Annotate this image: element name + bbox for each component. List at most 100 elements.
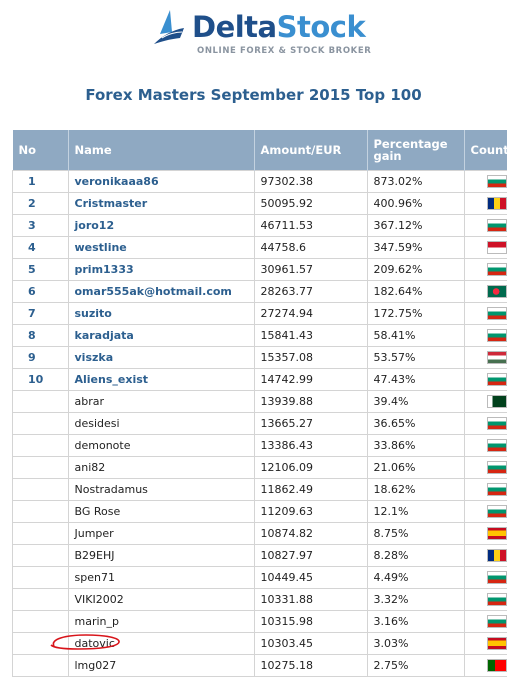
rank-cell [13,523,69,545]
rank-cell [13,391,69,413]
trader-name-cell: spen71 [68,567,254,589]
gain-cell: 36.65% [367,413,464,435]
country-flag-icon [487,637,507,650]
country-flag-icon [487,241,507,254]
rank-cell [13,457,69,479]
amount-cell: 13665.27 [254,413,367,435]
page-title: Forex Masters September 2015 Top 100 [0,86,507,104]
gain-cell: 400.96% [367,193,464,215]
header-amount: Amount/EUR [254,130,367,171]
rank-cell [13,545,69,567]
rank-cell: 6 [13,281,69,303]
amount-cell: 10827.97 [254,545,367,567]
amount-cell: 13939.88 [254,391,367,413]
trader-name-cell: prim1333 [68,259,254,281]
rank-cell: 5 [13,259,69,281]
header-percentage-gain: Percentage gain [367,130,464,171]
amount-cell: 13386.43 [254,435,367,457]
gain-cell: 47.43% [367,369,464,391]
country-flag-icon [487,461,507,474]
trader-name-cell: Nostradamus [68,479,254,501]
amount-cell: 10874.82 [254,523,367,545]
trader-name-cell: B29EHJ [68,545,254,567]
trader-name-cell: omar555ak@hotmail.com [68,281,254,303]
gain-cell: 8.28% [367,545,464,567]
country-flag-icon [487,285,507,298]
amount-cell: 10303.45 [254,633,367,655]
country-cell [464,523,507,545]
gain-cell: 873.02% [367,171,464,193]
rank-cell [13,567,69,589]
rank-cell [13,633,69,655]
trader-name-cell: Jumper [68,523,254,545]
country-cell [464,501,507,523]
country-cell [464,413,507,435]
rank-cell [13,589,69,611]
country-flag-icon [487,527,507,540]
country-cell [464,325,507,347]
amount-cell: 97302.38 [254,171,367,193]
rank-cell: 2 [13,193,69,215]
rank-cell [13,611,69,633]
country-flag-icon [487,373,507,386]
country-flag-icon [487,263,507,276]
trader-name-cell: lmg027 [68,655,254,677]
gain-cell: 3.16% [367,611,464,633]
country-flag-icon [487,659,507,672]
gain-cell: 347.59% [367,237,464,259]
rank-cell [13,655,69,677]
country-flag-icon [487,571,507,584]
trader-name-cell: marin_p [68,611,254,633]
rank-cell: 9 [13,347,69,369]
gain-cell: 39.4% [367,391,464,413]
country-cell [464,391,507,413]
trader-name-cell: joro12 [68,215,254,237]
country-cell [464,479,507,501]
country-flag-icon [487,197,507,210]
rank-cell: 3 [13,215,69,237]
amount-cell: 46711.53 [254,215,367,237]
country-cell [464,259,507,281]
country-flag-icon [487,219,507,232]
country-cell [464,193,507,215]
rank-cell [13,435,69,457]
amount-cell: 10331.88 [254,589,367,611]
country-flag-icon [487,351,507,364]
country-flag-icon [487,175,507,188]
country-cell [464,237,507,259]
trader-name-cell: Aliens_exist [68,369,254,391]
amount-cell: 11862.49 [254,479,367,501]
table-header-row: No Name Amount/EUR Percentage gain Count… [13,130,507,171]
gain-cell: 33.86% [367,435,464,457]
trader-name-cell: Cristmaster [68,193,254,215]
amount-cell: 12106.09 [254,457,367,479]
country-cell [464,369,507,391]
gain-cell: 2.75% [367,655,464,677]
trader-name-cell: veronikaaa86 [68,171,254,193]
gain-cell: 3.03% [367,633,464,655]
amount-cell: 15841.43 [254,325,367,347]
rank-cell [13,501,69,523]
gain-cell: 8.75% [367,523,464,545]
header-no: No [13,130,69,171]
trader-name-cell: VIKI2002 [68,589,254,611]
header-country: Country [464,130,507,171]
amount-cell: 44758.6 [254,237,367,259]
country-cell [464,611,507,633]
sail-logo-icon [150,8,190,54]
amount-cell: 10275.18 [254,655,367,677]
